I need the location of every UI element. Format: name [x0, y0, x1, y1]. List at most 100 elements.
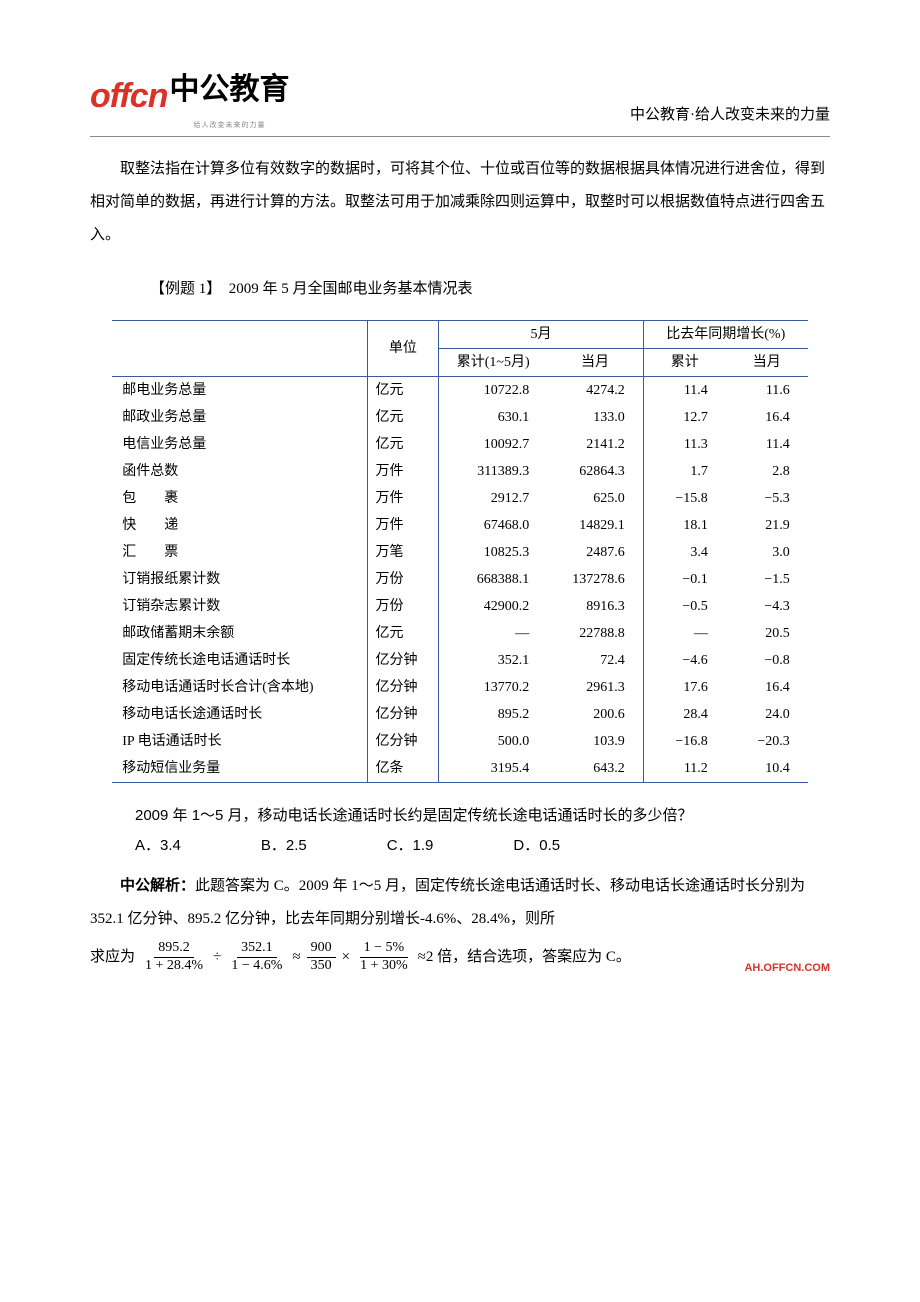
table-cell: 62864.3 [547, 458, 643, 485]
table-cell: 万件 [367, 458, 439, 485]
table-cell: −0.5 [643, 593, 726, 620]
table-cell: 10092.7 [439, 431, 548, 458]
table-cell: 20.5 [726, 620, 808, 647]
table-row: IP 电话通话时长亿分钟500.0103.9−16.8−20.3 [112, 728, 808, 755]
option-d: D．0.5 [513, 831, 560, 861]
th-growth-month: 当月 [726, 349, 808, 377]
table-row: 订销杂志累计数万份42900.28916.3−0.5−4.3 [112, 593, 808, 620]
table-cell: 11.3 [643, 431, 726, 458]
table-cell: 万份 [367, 566, 439, 593]
table-row: 电信业务总量亿元10092.72141.211.311.4 [112, 431, 808, 458]
table-cell: 邮政业务总量 [112, 404, 367, 431]
table-cell: 625.0 [547, 485, 643, 512]
table-row: 包 裹万件2912.7625.0−15.8−5.3 [112, 485, 808, 512]
table-cell: 12.7 [643, 404, 726, 431]
th-group-may: 5月 [439, 321, 644, 349]
table-cell: −4.6 [643, 647, 726, 674]
table-cell: 10722.8 [439, 377, 548, 405]
fraction-3: 900 350 [307, 940, 336, 975]
table-cell: 352.1 [439, 647, 548, 674]
table-cell: 18.1 [643, 512, 726, 539]
intro-paragraph: 取整法指在计算多位有效数字的数据时，可将其个位、十位或百位等的数据根据具体情况进… [90, 153, 830, 252]
option-c: C．1.9 [387, 831, 434, 861]
table-cell: 17.6 [643, 674, 726, 701]
formula-suffix: ≈2 倍，结合选项，答案应为 C。 [418, 942, 631, 972]
table-cell: 3.0 [726, 539, 808, 566]
table-cell: 订销杂志累计数 [112, 593, 367, 620]
table-cell: −5.3 [726, 485, 808, 512]
table-cell: 2.8 [726, 458, 808, 485]
table-cell: −20.3 [726, 728, 808, 755]
table-cell: 311389.3 [439, 458, 548, 485]
table-cell: 亿元 [367, 377, 439, 405]
th-growth-cum: 累计 [643, 349, 726, 377]
table-cell: 邮政储蓄期末余额 [112, 620, 367, 647]
logo: offcn 中公教育 给人改变未来的力量 [90, 60, 289, 132]
table-cell: 包 裹 [112, 485, 367, 512]
table-cell: 2912.7 [439, 485, 548, 512]
table-cell: 67468.0 [439, 512, 548, 539]
question-text: 2009 年 1～5 月，移动电话长途通话时长约是固定传统长途电话通话时长的多少… [90, 801, 830, 831]
table-cell: 亿分钟 [367, 701, 439, 728]
op-approx-1: ≈ [292, 942, 300, 972]
table-cell: 103.9 [547, 728, 643, 755]
analysis-paragraph: 中公解析：此题答案为 C。2009 年 1～5 月，固定传统长途电话通话时长、移… [90, 869, 830, 936]
answer-options: A．3.4 B．2.5 C．1.9 D．0.5 [90, 831, 830, 861]
logo-chinese-block: 中公教育 给人改变未来的力量 [169, 60, 289, 132]
page-header: offcn 中公教育 给人改变未来的力量 中公教育·给人改变未来的力量 [90, 60, 830, 137]
table-row: 汇 票万笔10825.32487.63.43.0 [112, 539, 808, 566]
table-cell: 133.0 [547, 404, 643, 431]
table-cell: 895.2 [439, 701, 548, 728]
table-row: 订销报纸累计数万份668388.1137278.6−0.1−1.5 [112, 566, 808, 593]
table-row: 快 递万件67468.014829.118.121.9 [112, 512, 808, 539]
table-cell: 亿元 [367, 404, 439, 431]
th-month: 当月 [547, 349, 643, 377]
table-cell: 固定传统长途电话通话时长 [112, 647, 367, 674]
table-row: 移动短信业务量亿条3195.4643.211.210.4 [112, 755, 808, 783]
table-cell: 16.4 [726, 674, 808, 701]
table-cell: 14829.1 [547, 512, 643, 539]
table-cell: 11.4 [643, 377, 726, 405]
logo-text-latin: offcn [90, 62, 167, 130]
table-cell: 137278.6 [547, 566, 643, 593]
table-cell: 500.0 [439, 728, 548, 755]
table-cell: 668388.1 [439, 566, 548, 593]
table-cell: — [643, 620, 726, 647]
analysis-lead: 中公解析： [120, 877, 195, 894]
table-cell: 24.0 [726, 701, 808, 728]
fraction-1: 895.2 1 + 28.4% [141, 940, 207, 975]
table-cell: 10825.3 [439, 539, 548, 566]
header-tagline: 中公教育·给人改变未来的力量 [630, 100, 830, 132]
table-cell: 订销报纸累计数 [112, 566, 367, 593]
table-cell: 万件 [367, 512, 439, 539]
table-row: 固定传统长途电话通话时长亿分钟352.172.4−4.6−0.8 [112, 647, 808, 674]
table-cell: 643.2 [547, 755, 643, 783]
logo-text-chinese: 中公教育 [169, 73, 289, 106]
watermark: AH.OFFCN.COM [744, 957, 830, 979]
analysis-body-1: 此题答案为 C。2009 年 1～5 月，固定传统长途电话通话时长、移动电话长途… [90, 878, 805, 927]
th-group-growth: 比去年同期增长(%) [643, 321, 808, 349]
table-cell: 2487.6 [547, 539, 643, 566]
table-cell: 11.6 [726, 377, 808, 405]
table-cell: 3195.4 [439, 755, 548, 783]
table-cell: 快 递 [112, 512, 367, 539]
table-cell: −15.8 [643, 485, 726, 512]
table-cell: 函件总数 [112, 458, 367, 485]
data-table: 单位 5月 比去年同期增长(%) 累计(1~5月) 当月 累计 当月 邮电业务总… [112, 320, 808, 783]
table-cell: 移动电话长途通话时长 [112, 701, 367, 728]
logo-subtext: 给人改变未来的力量 [169, 118, 289, 132]
table-cell: — [439, 620, 548, 647]
table-cell: 亿分钟 [367, 728, 439, 755]
table-cell: 亿分钟 [367, 647, 439, 674]
table-row: 邮政储蓄期末余额亿元—22788.8—20.5 [112, 620, 808, 647]
th-blank [112, 321, 367, 377]
table-cell: 移动电话通话时长合计(含本地) [112, 674, 367, 701]
table-cell: 13770.2 [439, 674, 548, 701]
table-cell: −0.1 [643, 566, 726, 593]
table-cell: 亿分钟 [367, 674, 439, 701]
table-cell: 21.9 [726, 512, 808, 539]
table-row: 函件总数万件311389.362864.31.72.8 [112, 458, 808, 485]
fraction-2: 352.1 1 − 4.6% [227, 940, 286, 975]
table-cell: 亿条 [367, 755, 439, 783]
table-cell: −16.8 [643, 728, 726, 755]
